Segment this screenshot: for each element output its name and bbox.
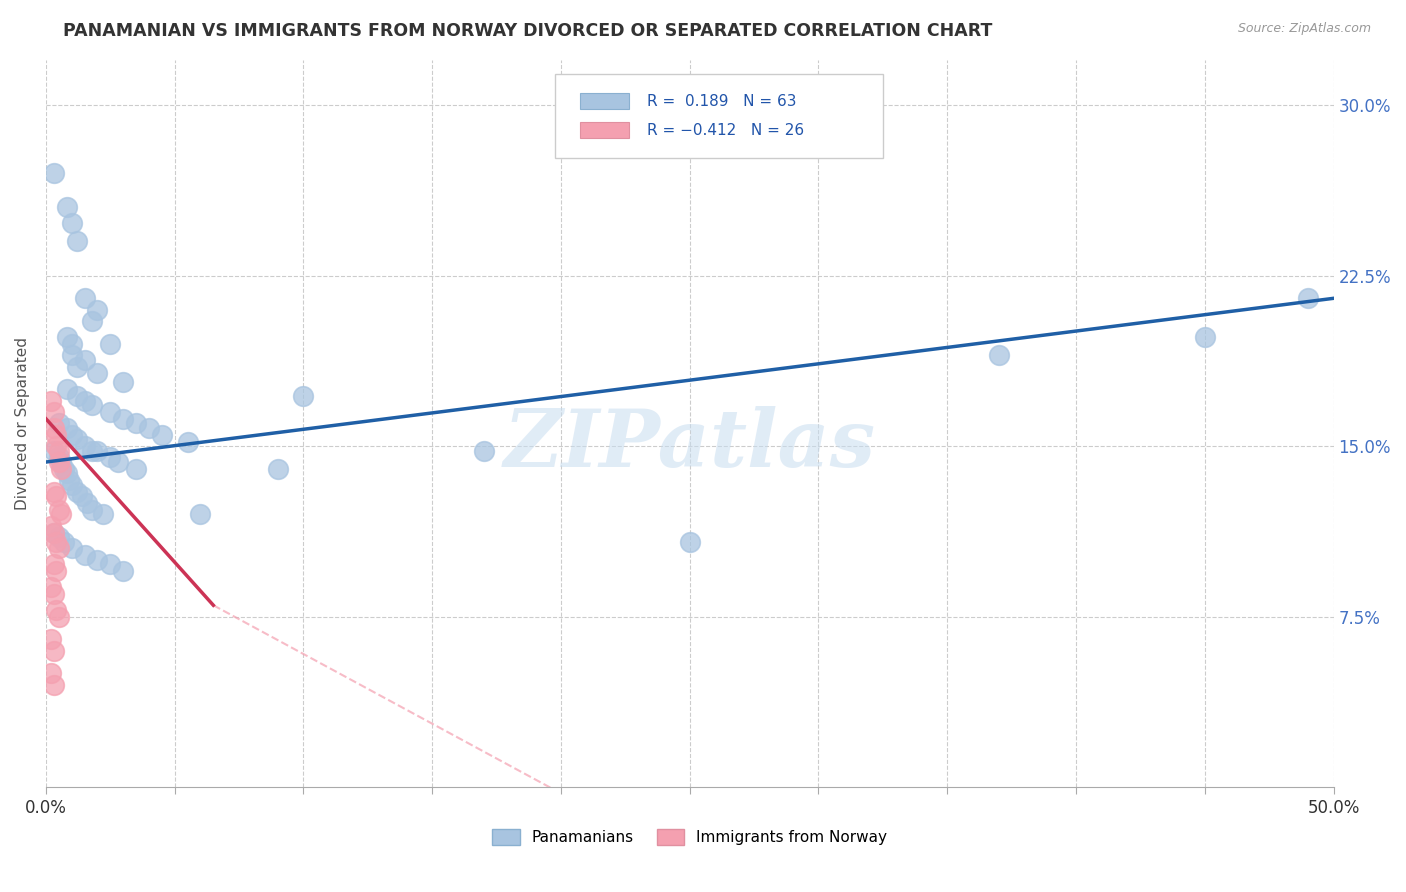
Point: [58, 473, 80, 487]
Text: ZIPatlas: ZIPatlas: [503, 407, 876, 484]
Point: [42, 525, 65, 540]
Point: [66, 359, 89, 374]
Point: [267, 462, 290, 476]
Point: [86, 443, 108, 458]
Point: [60, 427, 83, 442]
Point: [112, 376, 135, 390]
Point: [86, 302, 108, 317]
Point: [60, 348, 83, 362]
Point: [42, 405, 65, 419]
Point: [42, 644, 65, 658]
Point: [45, 603, 67, 617]
Point: [42, 421, 65, 435]
Point: [112, 564, 135, 578]
Point: [60, 216, 83, 230]
Point: [66, 484, 89, 499]
Point: [48, 541, 70, 556]
Point: [1194, 330, 1216, 344]
Point: [86, 367, 108, 381]
Point: [82, 314, 104, 328]
Point: [55, 382, 77, 396]
Point: [51, 455, 73, 469]
Point: [48, 609, 70, 624]
Point: [66, 389, 89, 403]
Point: [86, 553, 108, 567]
Point: [60, 477, 83, 491]
Point: [45, 439, 67, 453]
Point: [55, 200, 77, 214]
Legend: Panamanians, Immigrants from Norway: Panamanians, Immigrants from Norway: [492, 829, 887, 845]
Point: [60, 336, 83, 351]
Point: [42, 587, 65, 601]
Point: [73, 439, 96, 453]
Point: [82, 502, 104, 516]
Text: R =  0.189   N = 63: R = 0.189 N = 63: [647, 94, 797, 109]
Point: [176, 434, 198, 449]
FancyBboxPatch shape: [554, 74, 883, 158]
Point: [42, 484, 65, 499]
Point: [60, 541, 83, 556]
Point: [51, 508, 73, 522]
Point: [48, 417, 70, 431]
Point: [48, 443, 70, 458]
Point: [45, 534, 67, 549]
Point: [42, 166, 65, 180]
Point: [45, 489, 67, 503]
Point: [73, 548, 96, 562]
Point: [98, 405, 121, 419]
Point: [55, 421, 77, 435]
Point: [42, 443, 65, 458]
Point: [1296, 291, 1319, 305]
Point: [190, 508, 212, 522]
Point: [91, 508, 114, 522]
Point: [679, 534, 702, 549]
Point: [112, 412, 135, 426]
Point: [66, 235, 89, 249]
Point: [45, 427, 67, 442]
Point: [472, 443, 495, 458]
Point: [39, 666, 62, 681]
Point: [138, 421, 160, 435]
Point: [73, 291, 96, 305]
Point: [292, 389, 315, 403]
Point: [76, 496, 98, 510]
Point: [48, 455, 70, 469]
Point: [82, 443, 104, 458]
Point: [98, 558, 121, 572]
Point: [73, 352, 96, 367]
Point: [39, 580, 62, 594]
Point: [82, 398, 104, 412]
Point: [53, 534, 76, 549]
Point: [98, 336, 121, 351]
Point: [39, 518, 62, 533]
Point: [125, 417, 148, 431]
Point: [55, 330, 77, 344]
Point: [107, 455, 129, 469]
Point: [987, 348, 1010, 362]
Point: [48, 502, 70, 516]
Point: [70, 489, 93, 503]
Point: [125, 462, 148, 476]
Point: [42, 558, 65, 572]
Point: [55, 467, 77, 481]
FancyBboxPatch shape: [581, 93, 630, 109]
Point: [42, 525, 65, 540]
Point: [66, 432, 89, 446]
Y-axis label: Divorced or Separated: Divorced or Separated: [15, 337, 30, 510]
Point: [42, 678, 65, 692]
Point: [53, 462, 76, 476]
Text: R = −0.412   N = 26: R = −0.412 N = 26: [647, 123, 804, 137]
Point: [48, 450, 70, 465]
Text: Source: ZipAtlas.com: Source: ZipAtlas.com: [1237, 22, 1371, 36]
FancyBboxPatch shape: [581, 122, 630, 138]
Point: [39, 632, 62, 647]
Point: [73, 393, 96, 408]
Text: PANAMANIAN VS IMMIGRANTS FROM NORWAY DIVORCED OR SEPARATED CORRELATION CHART: PANAMANIAN VS IMMIGRANTS FROM NORWAY DIV…: [63, 22, 993, 40]
Point: [39, 393, 62, 408]
Point: [48, 530, 70, 544]
Point: [98, 450, 121, 465]
Point: [51, 462, 73, 476]
Point: [150, 427, 173, 442]
Point: [45, 564, 67, 578]
